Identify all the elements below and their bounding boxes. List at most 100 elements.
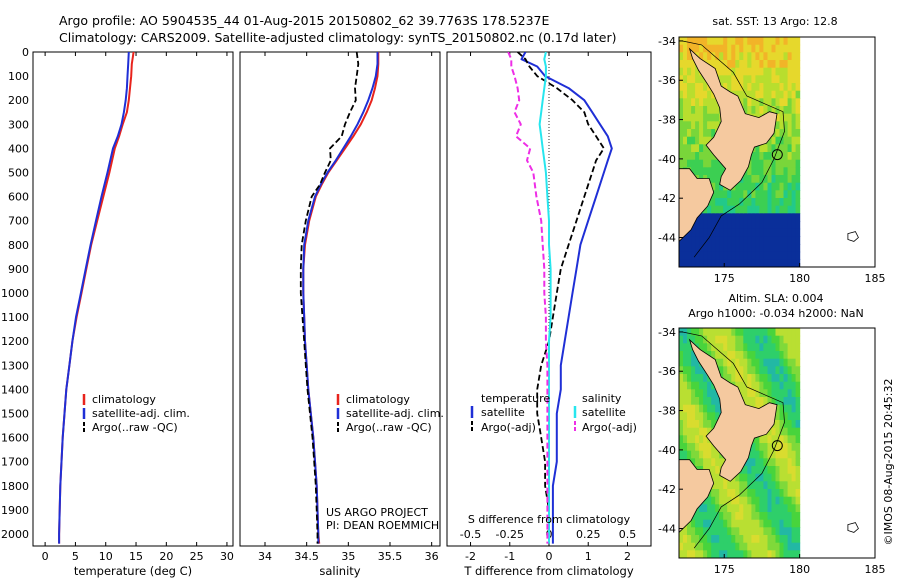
map-cell: [719, 228, 724, 237]
map-cell: [687, 381, 692, 390]
map-cell: [679, 427, 684, 436]
map-cell: [751, 343, 756, 352]
map-cell: [763, 236, 768, 245]
map-cell: [719, 504, 724, 513]
map-cell: [715, 489, 720, 498]
map-cell: [735, 351, 740, 360]
map-cell: [779, 175, 785, 184]
map-cell: [771, 343, 777, 352]
map-cell: [687, 366, 692, 375]
map-cell: [679, 358, 684, 367]
map-cell: [759, 44, 764, 53]
map-cell: [683, 75, 688, 84]
map-cell: [795, 37, 801, 46]
map-cell: [703, 435, 708, 444]
map-cell: [783, 328, 789, 337]
map-cell: [751, 443, 756, 452]
map-cell: [731, 75, 736, 84]
map-cell: [763, 351, 768, 360]
salinity-argo-line: [299, 52, 360, 544]
map-cell: [763, 98, 768, 107]
map-cell: [755, 144, 760, 153]
map-cell: [703, 83, 708, 92]
map-cell: [759, 205, 764, 214]
map-cell: [775, 519, 781, 528]
map-cell: [695, 542, 700, 551]
map-cell: [755, 205, 760, 214]
map-cell: [747, 259, 752, 267]
s-difference-label: S difference from climatology: [468, 513, 631, 526]
map-cell: [759, 90, 764, 99]
map-cell: [695, 535, 700, 544]
depth-tick-label: 800: [8, 239, 29, 252]
map-cell: [751, 397, 756, 406]
map-cell: [703, 213, 708, 222]
map-cell: [795, 106, 801, 115]
map-cell: [739, 75, 744, 84]
map-cell: [759, 244, 764, 253]
map-cell: [791, 496, 797, 505]
map-cell: [735, 473, 740, 482]
map-cell: [775, 512, 781, 521]
map-cell: [751, 473, 756, 482]
map-cell: [783, 221, 789, 230]
map-cell: [791, 542, 797, 551]
map-cell: [795, 228, 801, 237]
map-cell: [679, 129, 684, 138]
map-cell: [703, 550, 708, 558]
map-cell: [775, 159, 781, 168]
map-cell: [723, 335, 728, 344]
map-cell: [767, 504, 773, 513]
map-cell: [787, 44, 793, 53]
map-cell: [775, 167, 781, 176]
depth-tick-label: 100: [8, 70, 29, 83]
map-cell: [783, 351, 789, 360]
map-cell: [775, 83, 781, 92]
map-cell: [779, 466, 785, 475]
map-cell: [751, 205, 756, 214]
map-cell: [683, 435, 688, 444]
map-cell: [683, 351, 688, 360]
sst-map-title: sat. SST: 13 Argo: 12.8: [712, 15, 837, 28]
map-cell: [687, 113, 692, 122]
map-cell: [683, 67, 688, 76]
map-cell: [683, 236, 688, 245]
map-cell: [743, 397, 748, 406]
map-cell: [783, 190, 789, 199]
map-lat-label: -44: [658, 523, 676, 536]
map-cell: [747, 244, 752, 253]
map-cell: [691, 98, 696, 107]
map-cell: [711, 496, 716, 505]
map-cell: [735, 527, 740, 536]
map-cell: [723, 236, 728, 245]
map-cell: [719, 67, 724, 76]
map-cell: [783, 412, 789, 421]
map-cell: [679, 152, 684, 161]
map-cell: [779, 328, 785, 337]
map-cell: [679, 67, 684, 76]
map-cell: [687, 420, 692, 429]
map-cell: [695, 427, 700, 436]
map-cell: [775, 374, 781, 383]
map-cell: [731, 535, 736, 544]
map-cell: [687, 37, 692, 46]
map-cell: [767, 152, 773, 161]
map-cell: [787, 152, 793, 161]
map-cell: [759, 175, 764, 184]
map-cell: [759, 335, 764, 344]
map-cell: [739, 90, 744, 99]
map-cell: [743, 351, 748, 360]
map-cell: [683, 427, 688, 436]
map-cell: [791, 121, 797, 130]
map-lon-label: 185: [865, 272, 886, 285]
map-cell: [707, 90, 712, 99]
map-cell: [727, 190, 732, 199]
depth-tick-label: 400: [8, 142, 29, 155]
map-cell: [795, 98, 801, 107]
map-cell: [691, 44, 696, 53]
map-cell: [711, 381, 716, 390]
map-cell: [699, 335, 704, 344]
map-cell: [783, 213, 789, 222]
map-cell: [795, 75, 801, 84]
map-cell: [779, 213, 785, 222]
